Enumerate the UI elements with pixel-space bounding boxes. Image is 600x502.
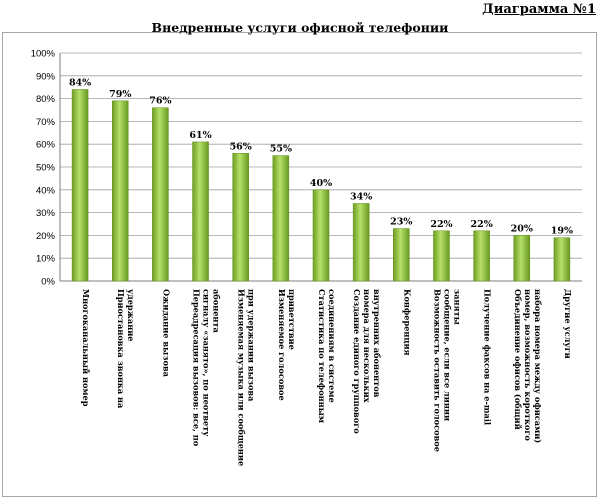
y-tick-label: 50% [36,163,56,174]
bar [232,153,249,282]
y-tick-label: 60% [36,140,56,151]
bar [312,189,330,282]
bar [272,155,290,282]
y-tick-label: 80% [36,94,56,105]
x-tick-label: Конференция [402,289,412,356]
chart-frame [2,32,597,497]
data-label: 22% [430,219,452,230]
data-label: 23% [390,217,412,228]
bar [433,230,450,282]
data-label: 61% [189,130,211,141]
data-label: 76% [149,96,171,107]
data-label: 79% [109,89,131,100]
data-label: 20% [511,223,533,234]
x-tick-label: Объединение офисов (общийномер, возможно… [513,289,543,443]
y-tick-label: 30% [36,208,56,219]
bar [513,235,531,282]
data-label: 40% [310,178,332,189]
x-tick-label: Другие услуги [563,289,573,359]
x-tick-label: Изменяемая музыка или сообщениепри удерж… [237,289,257,466]
y-tick-label: 40% [36,185,56,196]
x-tick-label: Многоканальный номер [81,289,91,407]
bar [352,203,370,282]
data-label: 19% [551,226,573,237]
y-tick-label: 10% [36,254,56,265]
x-tick-label: Переадресация вызовов: все, посигналу «з… [192,289,222,447]
diagram-number: Диаграмма №1 [482,2,596,17]
bar [152,107,169,282]
x-tick-label: Создание единого групповогономера для не… [352,289,382,434]
x-tick-label: Получение факсов на e-mail [483,289,493,425]
bar [71,89,89,282]
y-tick-label: 20% [36,231,56,242]
x-tick-label: Возможность оставить голосовоесообщение,… [432,289,462,452]
data-label: 84% [69,77,91,88]
data-label: 55% [270,144,292,155]
x-tick-label: Изменяемое голосовоеприветствие [277,289,297,401]
y-tick-label: 90% [36,71,56,82]
chart-title: Внедренные услуги офисной телефонии [151,20,449,35]
bar [473,230,490,282]
x-tick-label: Статистика по телефоннымсоединениям в си… [317,289,337,423]
x-tick-label: Приостановка звонка наудержание [116,289,136,409]
bar [192,141,209,282]
bar [553,237,571,282]
bar [111,100,129,282]
y-tick-label: 70% [36,117,56,128]
bar [393,228,410,282]
y-tick-label: 0% [41,277,55,288]
x-tick-label: Ожидание вызова [161,289,171,378]
y-tick-label: 100% [31,49,56,60]
data-label: 56% [230,141,252,152]
data-label: 22% [470,219,492,230]
data-label: 34% [350,191,372,202]
